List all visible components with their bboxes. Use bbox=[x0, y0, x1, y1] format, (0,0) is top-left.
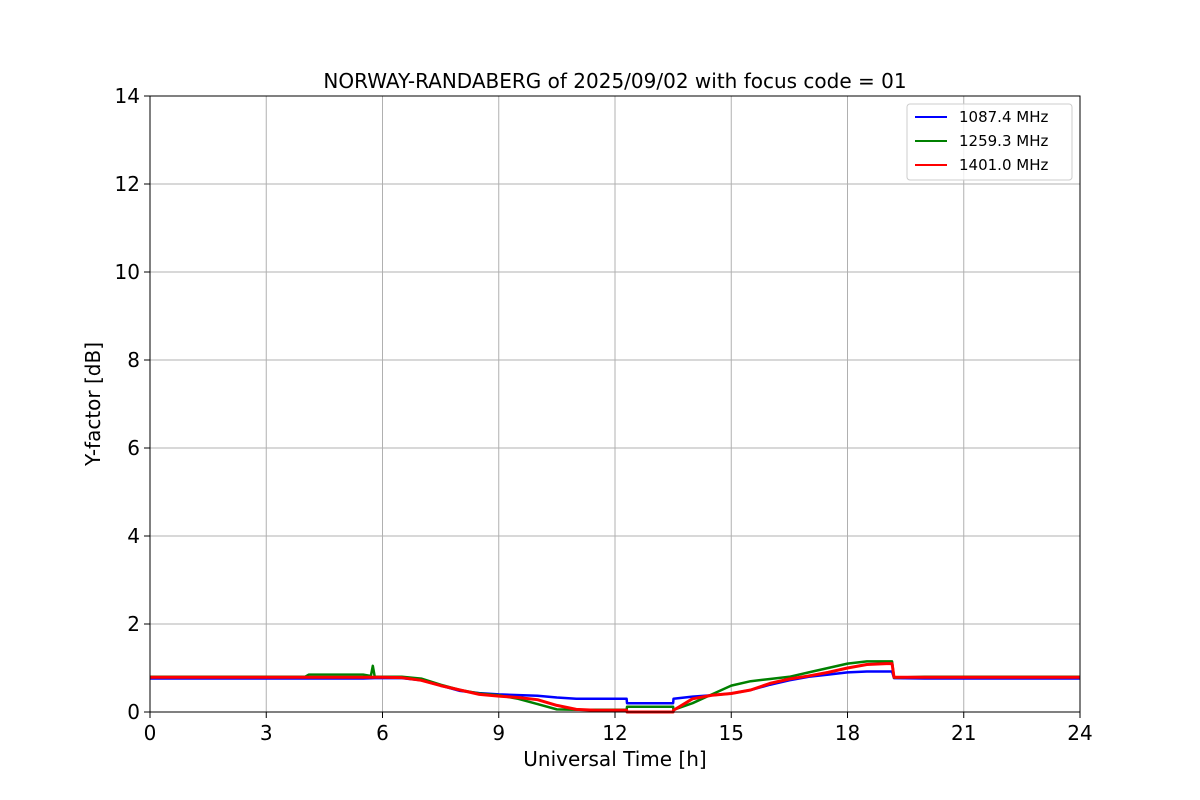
x-tick-label: 18 bbox=[835, 721, 860, 745]
series-line-1401-0-mhz bbox=[150, 662, 1080, 714]
x-tick-label: 12 bbox=[602, 721, 627, 745]
y-tick-label: 10 bbox=[115, 260, 140, 284]
legend-box bbox=[906, 103, 1073, 181]
legend-label: 1259.3 MHz bbox=[959, 132, 1048, 150]
legend-label: 1087.4 MHz bbox=[959, 108, 1048, 126]
x-tick-label: 9 bbox=[492, 721, 505, 745]
x-tick-label: 15 bbox=[719, 721, 744, 745]
x-axis-label: Universal Time [h] bbox=[523, 747, 706, 771]
x-tick-label: 3 bbox=[260, 721, 273, 745]
x-tick-label: 21 bbox=[951, 721, 976, 745]
legend: 1087.4 MHz 1259.3 MHz 1401.0 MHz bbox=[906, 103, 1073, 181]
y-tick-label: 12 bbox=[115, 172, 140, 196]
legend-label: 1401.0 MHz bbox=[959, 156, 1048, 174]
y-tick-label: 14 bbox=[115, 84, 140, 108]
y-tick-label: 6 bbox=[127, 436, 140, 460]
y-tick-label: 8 bbox=[127, 348, 140, 372]
grid bbox=[149, 95, 1081, 713]
x-tick-label: 6 bbox=[376, 721, 389, 745]
y-axis-label: Y-factor [dB] bbox=[81, 342, 105, 467]
x-tick-label: 0 bbox=[144, 721, 157, 745]
y-tick-label: 4 bbox=[127, 524, 140, 548]
series-line-1259-3-mhz bbox=[150, 660, 1080, 712]
series-group bbox=[150, 660, 1080, 714]
x-tick-label: 24 bbox=[1067, 721, 1092, 745]
y-tick-label: 2 bbox=[127, 612, 140, 636]
chart-title: NORWAY-RANDABERG of 2025/09/02 with focu… bbox=[323, 69, 906, 93]
y-tick-label: 0 bbox=[127, 700, 140, 724]
